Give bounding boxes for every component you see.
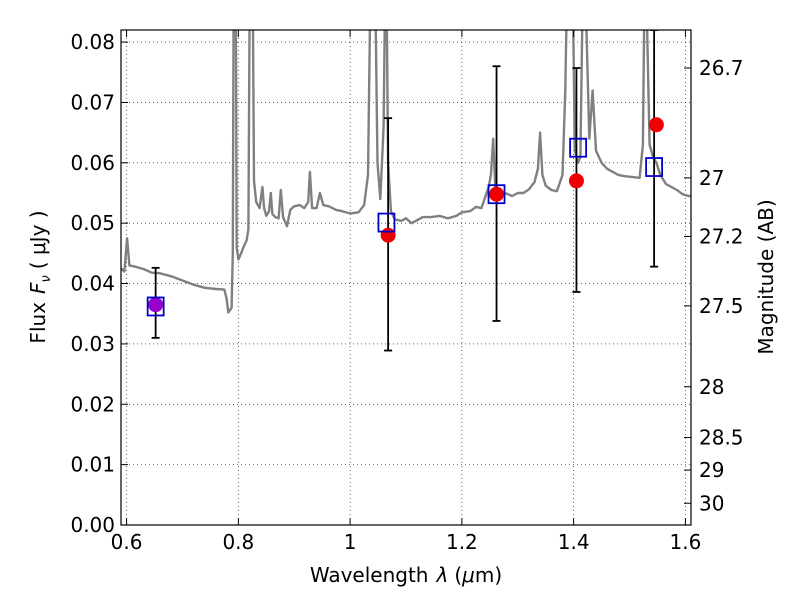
right-tick-label: 26.7 — [699, 56, 744, 80]
x-tick-label: 1.2 — [446, 530, 478, 554]
y-tick-label: 0.08 — [70, 30, 115, 54]
right-tick-label: 27 — [699, 166, 724, 190]
right-tick-label: 30 — [699, 491, 724, 515]
observed-flux-point — [380, 227, 396, 243]
y-tick-label: 0.06 — [70, 151, 115, 175]
x-axis-label: Wavelength λ (μm) — [310, 563, 502, 587]
model-flux-square — [377, 212, 396, 233]
y-axis-label: FluxFν( μJy ) — [26, 210, 54, 343]
right-tick-label: 28 — [699, 375, 724, 399]
model-flux-square — [487, 184, 506, 205]
y-tick-label: 0.05 — [70, 211, 115, 235]
observed-flux-point — [489, 186, 505, 202]
right-tick-label: 28.5 — [699, 425, 744, 449]
model-spectrum-line — [121, 30, 691, 314]
right-tick-label: 27.5 — [699, 294, 744, 318]
x-tick-label: 0.8 — [222, 530, 254, 554]
x-axis-ticks: 0.6 0.8 1 1.2 1.4 1.6 — [111, 30, 702, 554]
observed-flux-point — [148, 297, 164, 313]
x-tick-label: 1.6 — [670, 530, 702, 554]
y-axis-ticks: 0.00 0.01 0.02 0.03 0.04 0.05 0.06 0.07 0.08 — [70, 30, 128, 537]
grid-lines — [121, 30, 691, 525]
plot-area — [121, 30, 691, 314]
right-axis-label: Magnitude (AB) — [754, 199, 778, 354]
y-tick-label: 0.04 — [70, 272, 115, 296]
observed-flux-point — [648, 117, 664, 133]
plot-frame — [120, 29, 692, 526]
right-tick-label: 29 — [699, 458, 724, 482]
model-flux-square — [569, 137, 588, 158]
x-tick-label: 0.6 — [111, 530, 143, 554]
y-tick-label: 0.03 — [70, 332, 115, 356]
data-markers — [146, 30, 664, 352]
observed-flux-point — [568, 173, 584, 189]
model-flux-square — [146, 296, 165, 317]
right-axis-ticks: 26.7 27 27.2 27.5 28 28.5 29 30 — [684, 56, 744, 515]
model-flux-square — [645, 157, 664, 177]
right-tick-label: 27.2 — [699, 224, 744, 248]
y-tick-label: 0.00 — [70, 513, 115, 537]
y-tick-label: 0.01 — [70, 453, 115, 477]
x-tick-label: 1.4 — [558, 530, 590, 554]
y-tick-label: 0.07 — [70, 90, 115, 114]
x-tick-label: 1 — [344, 530, 357, 554]
y-tick-label: 0.02 — [70, 392, 115, 416]
